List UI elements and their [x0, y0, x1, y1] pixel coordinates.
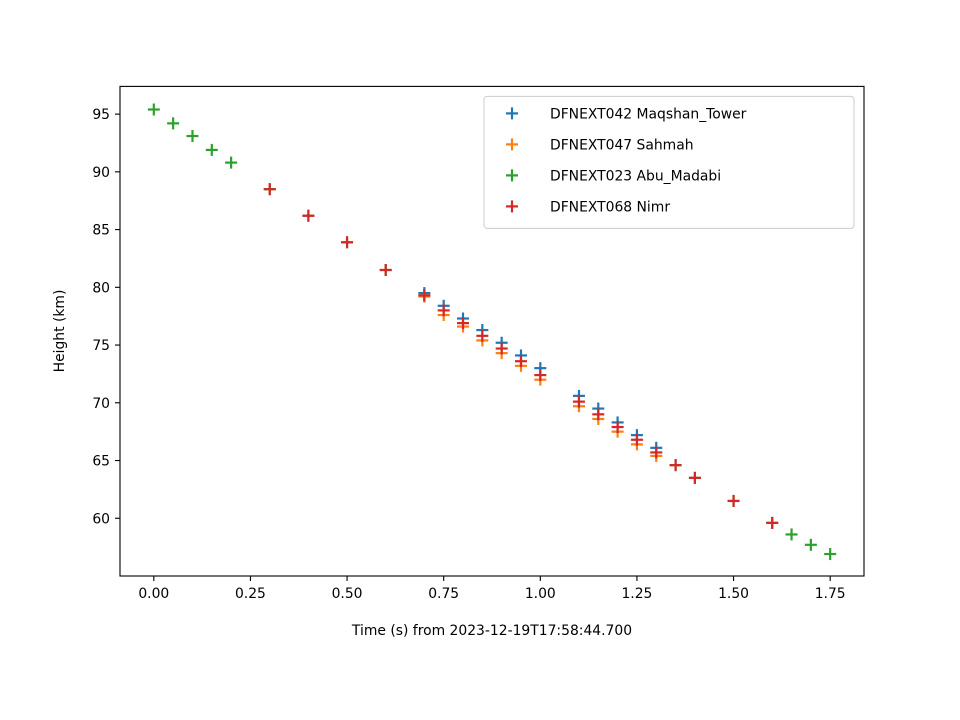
- data-point: [630, 433, 643, 446]
- legend-marker: [506, 169, 518, 182]
- x-axis: 0.00 0.25 0.50 0.75 1.00 1.25 1.50 1.75: [138, 576, 846, 602]
- series-4: [263, 183, 779, 529]
- data-point: [669, 459, 682, 472]
- y-tick-label: 80: [92, 280, 110, 296]
- data-point: [727, 494, 740, 507]
- y-tick-label: 90: [92, 165, 110, 181]
- data-point: [205, 143, 218, 156]
- y-tick-label: 60: [92, 511, 110, 527]
- y-tick-label: 85: [92, 223, 110, 239]
- data-point: [804, 538, 817, 551]
- data-point: [147, 103, 160, 116]
- data-point: [341, 236, 354, 249]
- data-point: [766, 516, 779, 529]
- data-point: [167, 117, 180, 130]
- x-tick-label: 1.75: [815, 586, 846, 602]
- x-tick-label: 1.25: [621, 586, 652, 602]
- legend-label: DFNEXT023 Abu_Madabi: [550, 168, 721, 184]
- x-axis-label: Time (s) from 2023-12-19T17:58:44.700: [351, 623, 632, 639]
- data-point: [650, 446, 663, 459]
- x-tick-label: 1.50: [718, 586, 749, 602]
- legend-label: DFNEXT042 Maqshan_Tower: [550, 106, 747, 122]
- legend-frame: [483, 95, 855, 229]
- data-point: [437, 304, 450, 317]
- legend-marker: [506, 138, 518, 151]
- legend-label: DFNEXT047 Sahmah: [550, 137, 694, 153]
- x-tick-label: 0.50: [332, 586, 363, 602]
- y-tick-label: 70: [92, 396, 110, 412]
- x-tick-label: 0.00: [138, 586, 169, 602]
- data-point: [785, 528, 798, 541]
- data-point: [302, 209, 315, 222]
- legend-marker: [506, 200, 518, 213]
- data-point: [592, 408, 605, 421]
- y-tick-label: 75: [92, 338, 110, 354]
- data-point: [186, 130, 199, 143]
- data-point: [572, 395, 585, 408]
- y-tick-label: 65: [92, 454, 110, 470]
- legend: DFNEXT042 Maqshan_Tower DFNEXT047 Sahmah D…: [483, 95, 855, 229]
- data-point: [688, 471, 701, 484]
- data-point: [263, 183, 276, 196]
- data-point: [824, 548, 837, 561]
- legend-marker: [506, 107, 518, 120]
- x-tick-label: 0.75: [428, 586, 459, 602]
- y-axis-label: Height (km): [52, 290, 68, 373]
- x-tick-label: 0.25: [235, 586, 266, 602]
- data-point: [225, 156, 238, 169]
- data-point: [476, 329, 489, 342]
- data-point: [534, 369, 547, 382]
- y-tick-label: 95: [92, 107, 110, 123]
- plot-frame: [119, 85, 865, 577]
- data-point: [418, 289, 431, 302]
- data-point: [379, 264, 392, 276]
- data-point: [514, 355, 527, 368]
- data-point: [611, 421, 624, 434]
- data-marks: [147, 103, 837, 561]
- data-point: [457, 317, 470, 330]
- x-tick-label: 1.00: [525, 586, 556, 602]
- y-axis: 60 65 70 75 80 85 90 95: [92, 107, 120, 527]
- legend-label: DFNEXT068 Nimr: [550, 199, 670, 215]
- data-point: [495, 342, 508, 355]
